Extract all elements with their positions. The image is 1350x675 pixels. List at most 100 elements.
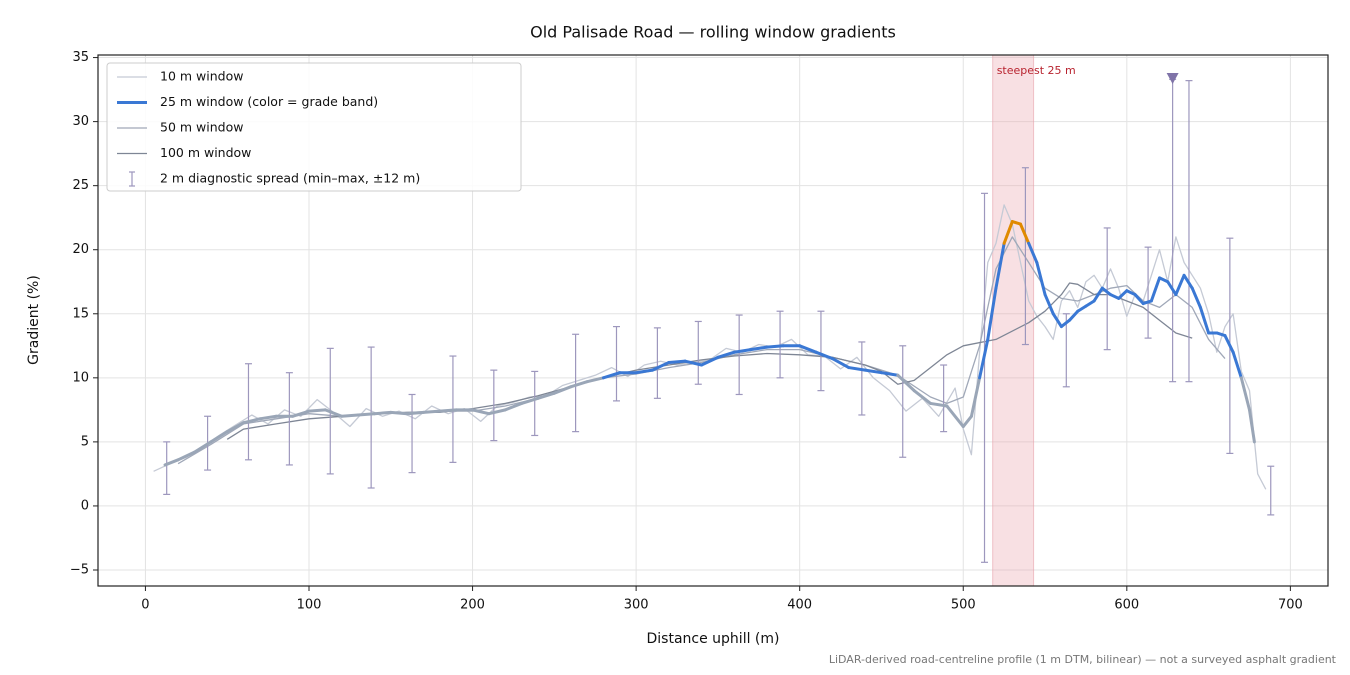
- max-marker: [1166, 73, 1179, 85]
- y-tick-label: 30: [72, 114, 89, 129]
- line-segment: [994, 241, 1006, 290]
- error-bar: [940, 364, 948, 433]
- error-bar: [285, 372, 293, 466]
- highlight-label: steepest 25 m: [997, 64, 1076, 77]
- line-segment: [1076, 304, 1088, 313]
- error-bar: [981, 192, 989, 563]
- line-segment: [209, 430, 229, 444]
- legend-label: 25 m window (color = grade band): [160, 94, 378, 109]
- line-segment: [986, 286, 998, 341]
- error-bar: [653, 327, 661, 399]
- line-segment: [340, 413, 360, 418]
- line-segment: [389, 410, 409, 416]
- line-segment: [683, 359, 704, 367]
- line-segment: [1125, 289, 1137, 297]
- line-segment: [912, 389, 933, 405]
- y-axis-label: Gradient (%): [26, 275, 42, 365]
- error-bar: [244, 363, 252, 461]
- series-line: [177, 236, 1226, 465]
- line-segment: [520, 396, 540, 405]
- x-tick-label: 500: [951, 598, 976, 613]
- legend-label: 10 m window: [160, 69, 243, 84]
- y-tick-label: 20: [72, 242, 89, 257]
- y-tick-label: 10: [72, 370, 89, 385]
- y-tick-label: 15: [72, 306, 89, 321]
- line-segment: [1223, 334, 1235, 354]
- legend: 10 m window 25 m window (color = grade ba…: [106, 62, 522, 192]
- line-segment: [978, 337, 990, 380]
- line-segment: [585, 376, 605, 384]
- line-segment: [814, 350, 834, 361]
- line-segment: [765, 344, 785, 349]
- line-segment: [650, 360, 671, 372]
- line-segment: [225, 421, 246, 434]
- line-segment: [1247, 408, 1256, 444]
- line-segment: [929, 401, 949, 408]
- line-segment: [1198, 305, 1211, 335]
- line-segment: [749, 345, 769, 352]
- error-bar: [531, 370, 539, 437]
- line-segment: [405, 410, 425, 416]
- line-segment: [896, 373, 916, 393]
- line-segment: [879, 371, 900, 377]
- line-segment: [372, 410, 393, 416]
- error-bar: [735, 314, 743, 396]
- banded-line: [163, 220, 1256, 467]
- line-segment: [323, 408, 344, 418]
- line-segment: [667, 359, 687, 364]
- line-segment: [1166, 280, 1178, 297]
- line-segment: [438, 408, 458, 413]
- x-tick-label: 200: [460, 598, 485, 613]
- error-bar: [1185, 80, 1193, 383]
- chart-title: Old Palisade Road — rolling window gradi…: [530, 23, 896, 42]
- legend-label: 2 m diagnostic spread (min–max, ±12 m): [160, 171, 420, 186]
- line-segment: [552, 385, 573, 395]
- line-segment: [1158, 276, 1170, 284]
- error-bar: [408, 393, 416, 474]
- line-segment: [1133, 293, 1145, 306]
- line-segment: [176, 450, 197, 462]
- line-segment: [1174, 273, 1186, 297]
- error-bar: [1062, 313, 1070, 388]
- error-bar: [1267, 465, 1275, 516]
- line-segment: [1027, 241, 1039, 265]
- error-bar: [1169, 78, 1177, 383]
- y-tick-label: 0: [81, 498, 89, 513]
- line-segment: [1068, 309, 1080, 322]
- error-bar: [1103, 227, 1111, 351]
- error-bar: [858, 341, 866, 416]
- line-segment: [700, 355, 720, 367]
- legend-label: 50 m window: [160, 120, 243, 135]
- line-segment: [634, 368, 654, 375]
- error-bar: [163, 441, 171, 496]
- line-segment: [863, 368, 883, 375]
- x-tick-label: 100: [297, 598, 322, 613]
- line-segment: [356, 412, 376, 417]
- line-segment: [732, 348, 753, 354]
- x-tick-label: 700: [1278, 598, 1303, 613]
- line-segment: [1149, 276, 1162, 303]
- line-segment: [1182, 273, 1194, 290]
- y-tick-label: 35: [72, 50, 89, 65]
- x-tick-label: 300: [624, 598, 649, 613]
- legend-label: 100 m window: [160, 145, 251, 160]
- line-segment: [242, 417, 262, 425]
- error-bar: [572, 333, 580, 433]
- line-segment: [1100, 286, 1112, 297]
- line-segment: [1043, 293, 1055, 316]
- error-bar: [1144, 246, 1152, 339]
- line-segment: [193, 440, 213, 454]
- line-segment: [1084, 299, 1096, 308]
- line-segment: [1059, 318, 1072, 329]
- x-tick-label: 0: [141, 598, 149, 613]
- line-segment: [945, 404, 965, 429]
- error-bar: [612, 325, 620, 402]
- line-segment: [830, 357, 851, 370]
- error-bar: [776, 310, 784, 379]
- line-segment: [1190, 286, 1202, 309]
- line-segment: [421, 409, 442, 414]
- line-segment: [503, 401, 524, 412]
- error-bar: [367, 346, 375, 489]
- y-tick-label: 25: [72, 178, 89, 193]
- line-segment: [847, 366, 867, 372]
